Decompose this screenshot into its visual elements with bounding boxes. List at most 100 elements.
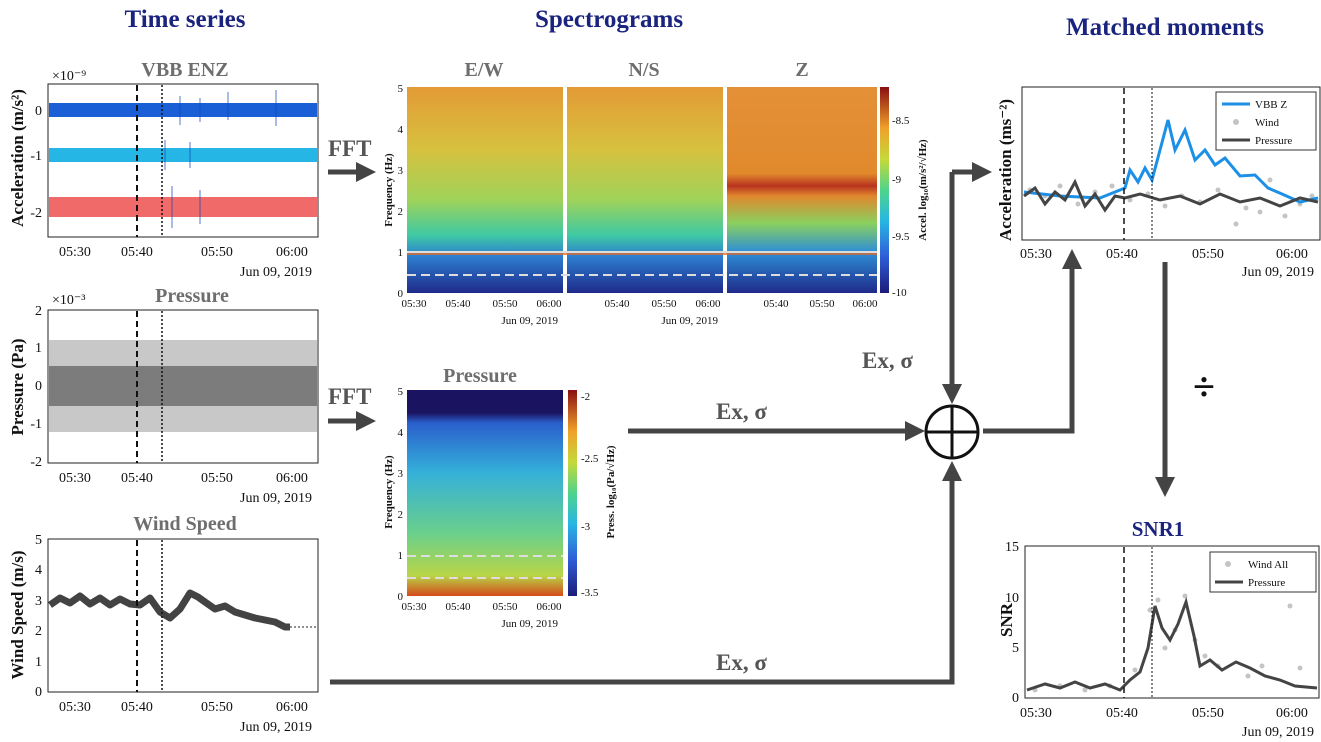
pressure-ts-panel: Pressure ×10⁻³ Pressure (Pa) 2 1 0 -1 -2… (8, 285, 319, 506)
press-spec-ytick: 2 (398, 509, 404, 521)
press-spec-ytick: 4 (398, 427, 404, 439)
pressure-ts-axes (47, 309, 319, 464)
spec-acc-date-2: Jun 09, 2019 (661, 315, 718, 327)
pressure-ts-xtick: 05:50 (201, 471, 233, 486)
snr-ytick: 10 (1005, 591, 1019, 606)
header-matched-moments: Matched moments (1066, 14, 1264, 41)
wind-ytick: 3 (35, 594, 42, 609)
wind-xtick: 05:40 (121, 700, 153, 715)
snr-ytick: 15 (1005, 540, 1019, 555)
spec-title-z: Z (795, 59, 808, 81)
pressure-spectrogram-panel: Pressure Frequency (Hz) 5 4 3 2 1 0 05:3… (383, 365, 617, 630)
press-spec-xtick: 05:40 (445, 601, 471, 613)
spec-acc-xtick: 05:50 (809, 298, 835, 310)
vbb-ylabel: Acceleration (m/s²) (8, 89, 27, 227)
press-cbar-label: Press. log₁₀(Pa/√Hz) (605, 445, 617, 538)
spec-acc-xtick: 05:40 (763, 298, 789, 310)
pressure-ts-xtick: 05:40 (121, 471, 153, 486)
press-spec-ytick: 0 (398, 591, 404, 603)
press-spec-xtick: 05:50 (492, 601, 518, 613)
spec-title-ew: E/W (465, 59, 504, 81)
spec-acc-xtick: 05:40 (604, 298, 630, 310)
spec-acc-xtick: 05:30 (401, 298, 427, 310)
accel-spectrogram-panel: E/W N/S Z Frequency (Hz) 5 4 3 2 1 0 05:… (383, 59, 929, 327)
spec-acc-ytick: 5 (398, 83, 404, 95)
wind-ytick: 5 (35, 533, 42, 548)
press-spec-ytick: 1 (398, 550, 404, 562)
spec-acc-ytick: 1 (398, 247, 404, 259)
ex-sigma-label-2: Ex, σ (716, 399, 767, 424)
ex-sigma-label-3: Ex, σ (716, 650, 767, 675)
matched-vbb-line (1023, 119, 1319, 204)
spec-acc-ytick: 2 (398, 206, 404, 218)
wind-trace (47, 589, 290, 631)
pressure-colorbar (568, 390, 577, 596)
press-spec-ytick: 3 (398, 468, 404, 480)
press-spec-xtick: 05:30 (401, 601, 427, 613)
snr-ytick: 0 (1012, 691, 1019, 706)
wind-ylabel: Wind Speed (m/s) (8, 550, 27, 679)
legend-label-wind: Wind (1255, 117, 1279, 129)
vbb-traces (49, 90, 317, 228)
flow-arrows (328, 162, 1175, 685)
accel-cbar-tick: -9 (892, 174, 902, 186)
arrow-wind-to-sum (330, 461, 962, 685)
spec-acc-ytick: 0 (398, 288, 404, 300)
wind-ytick: 4 (35, 563, 42, 578)
snr-date: Jun 09, 2019 (1242, 725, 1314, 740)
wind-xtick: 06:00 (276, 700, 308, 715)
wind-panel: Wind Speed Wind Speed (m/s) 5 4 3 2 1 0 … (8, 513, 319, 735)
matched-xtick: 05:40 (1106, 247, 1138, 262)
matched-xtick: 05:50 (1192, 247, 1224, 262)
vbb-xtick: 05:50 (201, 245, 233, 260)
ex-sigma-label-1: Ex, σ (862, 348, 913, 373)
vbb-enz-panel: VBB ENZ ×10⁻⁹ Acceleration (m/s²) 0 -1 -… (8, 59, 319, 280)
wind-ytick: 0 (35, 685, 42, 700)
press-spec-title: Pressure (443, 365, 517, 387)
spec-acc-date-1: Jun 09, 2019 (501, 315, 558, 327)
pressure-spectrogram (407, 390, 563, 596)
legend-swatch-wind (1233, 119, 1239, 125)
pressure-ts-date: Jun 09, 2019 (240, 491, 312, 506)
spec-acc-xtick: 06:00 (695, 298, 721, 310)
accel-colorbar (880, 87, 889, 293)
matched-pressure-line (1023, 178, 1319, 213)
accel-cbar-tick: -8.5 (892, 115, 910, 127)
accel-cbar-tick: -9.5 (892, 231, 910, 243)
snr-title: SNR1 (1132, 517, 1185, 541)
matched-date: Jun 09, 2019 (1242, 265, 1314, 280)
pressure-ts-ytick: -1 (30, 417, 42, 432)
accel-cbar-label: Accel. log₁₀(m/s²/√Hz) (917, 139, 929, 241)
header-time-series: Time series (124, 6, 245, 33)
vbb-exponent: ×10⁻⁹ (52, 69, 86, 84)
press-spec-ylabel: Frequency (Hz) (383, 455, 395, 529)
spec-title-ns: N/S (628, 59, 659, 81)
accel-cbar-tick: -10 (892, 287, 907, 299)
spec-acc-xtick: 06:00 (852, 298, 878, 310)
legend-label-pressure: Pressure (1255, 135, 1292, 147)
spec-acc-ylabel: Frequency (Hz) (383, 153, 395, 227)
snr-ytick: 5 (1012, 641, 1019, 656)
snr-panel: SNR1 SNR Wind All Pressure 15 10 5 0 05:… (997, 517, 1320, 740)
pressure-ts-title: Pressure (155, 285, 229, 307)
snr-legend-swatch-wind (1225, 561, 1231, 567)
vbb-trace-spikes (164, 90, 277, 228)
wind-axes (47, 538, 319, 693)
spectrogram-ns (567, 87, 723, 293)
pressure-ts-core (49, 366, 317, 406)
vbb-ytick: -2 (30, 206, 42, 221)
wind-ytick: 2 (35, 624, 42, 639)
header-spectrograms: Spectrograms (535, 6, 683, 33)
press-cbar-tick: -3 (581, 521, 591, 533)
pressure-ts-ytick: 0 (35, 379, 42, 394)
spec-acc-xtick: 05:50 (651, 298, 677, 310)
spec-acc-xtick: 05:40 (445, 298, 471, 310)
vbb-ytick: 0 (35, 104, 42, 119)
wind-xtick: 05:50 (201, 700, 233, 715)
vbb-title: VBB ENZ (141, 59, 228, 81)
legend-label-vbb: VBB Z (1255, 99, 1287, 111)
pressure-ts-exponent: ×10⁻³ (52, 293, 85, 308)
vbb-ytick: -1 (30, 149, 42, 164)
vbb-date: Jun 09, 2019 (240, 265, 312, 280)
pressure-ts-ytick: 1 (35, 341, 42, 356)
